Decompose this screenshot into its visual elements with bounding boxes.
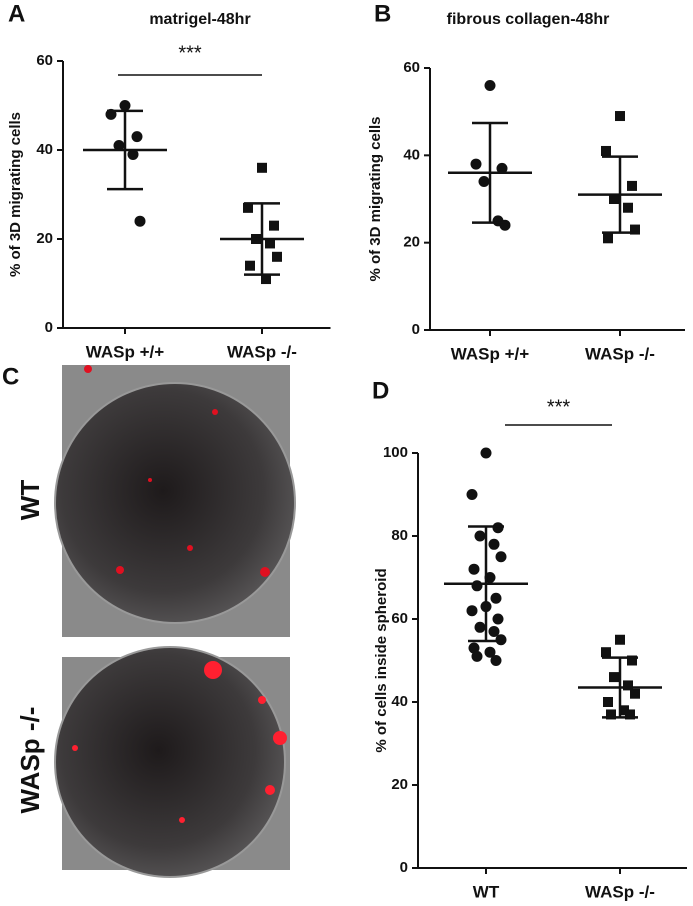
data-point <box>468 563 480 575</box>
data-point <box>492 613 504 625</box>
chart-title: matrigel-48hr <box>149 11 250 28</box>
y-axis-label: % of cells inside spheroid <box>373 568 390 752</box>
data-point <box>134 215 146 227</box>
panel-label: D <box>372 377 389 404</box>
y-tick-label: 60 <box>36 52 53 69</box>
panel-label: A <box>8 0 25 27</box>
data-point <box>127 148 139 160</box>
micrograph <box>54 646 290 878</box>
y-tick-label: 80 <box>391 527 408 544</box>
data-point <box>484 646 496 658</box>
y-tick-label: 20 <box>391 776 408 793</box>
data-point <box>470 158 482 170</box>
x-tick-label: WASp -/- <box>585 344 655 363</box>
data-point <box>619 705 629 716</box>
data-point <box>615 111 625 122</box>
data-point <box>603 697 613 707</box>
y-tick-label: 0 <box>45 319 53 336</box>
data-point <box>630 688 640 699</box>
micrograph <box>54 365 296 637</box>
data-point <box>495 551 507 563</box>
data-point <box>488 538 500 550</box>
data-point <box>609 194 619 204</box>
data-point <box>131 131 143 143</box>
data-point <box>471 580 483 592</box>
data-point <box>478 176 490 188</box>
panel-label: C <box>2 363 19 390</box>
y-tick-label: 40 <box>36 141 53 158</box>
data-point <box>471 650 483 662</box>
x-tick-label: WASp +/+ <box>86 342 164 361</box>
data-point <box>490 592 502 604</box>
data-point <box>627 655 637 666</box>
data-point <box>490 655 502 666</box>
panel-label: B <box>374 0 391 27</box>
y-tick-label: 20 <box>403 234 420 251</box>
x-tick-label: WASp +/+ <box>451 344 529 363</box>
data-point <box>265 238 275 249</box>
data-point <box>466 605 478 617</box>
chart-title: fibrous collagen-48hr <box>447 11 610 28</box>
data-point <box>615 634 625 645</box>
data-point <box>480 447 492 459</box>
y-tick-label: 20 <box>36 230 53 247</box>
y-tick-label: 0 <box>400 859 408 876</box>
data-point <box>625 709 635 720</box>
image-row-label: WT <box>15 480 45 521</box>
data-point <box>468 642 480 654</box>
data-point <box>623 202 633 213</box>
data-point <box>606 709 616 720</box>
data-point <box>245 260 255 271</box>
x-tick-label: WASp -/- <box>227 342 297 361</box>
y-tick-label: 100 <box>383 444 408 461</box>
significance-label: *** <box>547 396 571 418</box>
x-tick-label: WASp -/- <box>585 882 655 901</box>
y-tick-label: 40 <box>403 146 420 163</box>
data-point <box>474 530 486 542</box>
data-point <box>496 162 508 174</box>
x-tick-label: WT <box>473 882 500 901</box>
data-point <box>630 224 640 235</box>
data-point <box>488 625 500 637</box>
y-tick-label: 0 <box>412 321 420 338</box>
data-point <box>627 180 637 191</box>
image-row-label: WASp -/- <box>15 707 45 814</box>
y-tick-label: 40 <box>391 693 408 710</box>
data-point <box>119 100 131 111</box>
data-point <box>257 162 267 173</box>
data-point <box>484 79 496 91</box>
data-point <box>113 140 125 152</box>
data-point <box>601 647 611 658</box>
y-tick-label: 60 <box>391 610 408 627</box>
data-point <box>269 220 279 231</box>
y-axis-label: % of 3D migrating cells <box>367 116 384 281</box>
data-point <box>609 672 619 683</box>
data-point <box>623 680 633 691</box>
data-point <box>243 202 253 213</box>
data-point <box>601 145 611 156</box>
significance-label: *** <box>178 42 202 64</box>
y-tick-label: 60 <box>403 59 420 76</box>
data-point <box>272 251 282 262</box>
y-axis-label: % of 3D migrating cells <box>7 112 24 277</box>
data-point <box>474 621 486 633</box>
data-point <box>261 274 271 285</box>
data-point <box>466 489 478 500</box>
data-point <box>603 233 613 244</box>
